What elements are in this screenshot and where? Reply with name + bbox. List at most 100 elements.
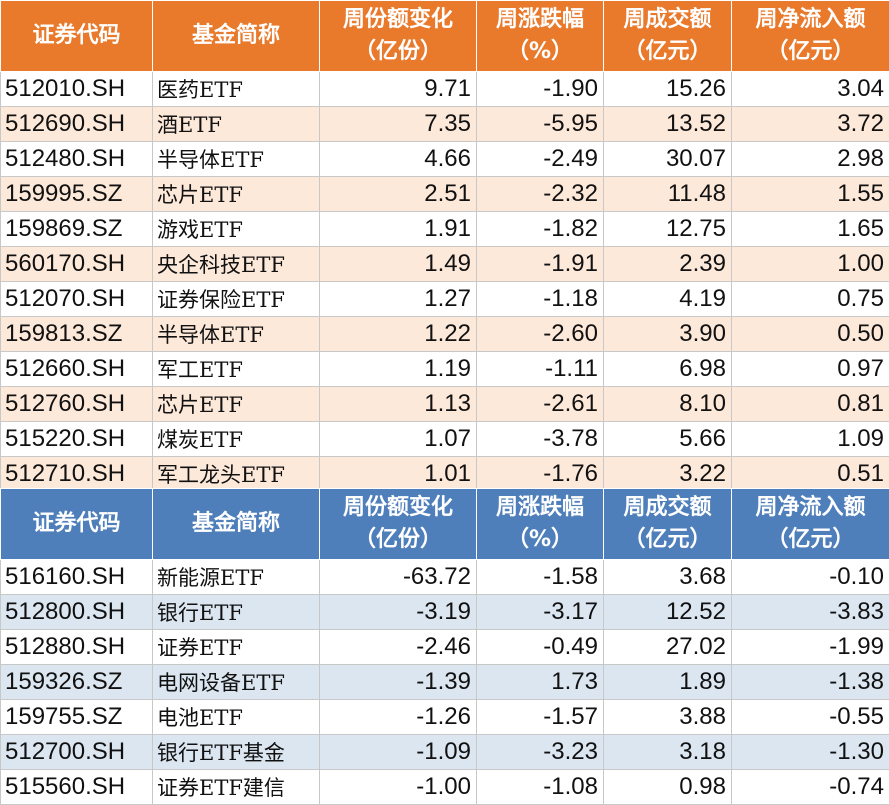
fund-name-cell: 电池ETF — [153, 700, 320, 735]
turnover-cell: 3.88 — [604, 700, 732, 735]
weekly-change-cell: -5.95 — [477, 107, 604, 142]
net-inflow-cell: -0.74 — [732, 770, 889, 805]
share-change-cell: -1.09 — [320, 735, 477, 770]
net-inflow-cell: 1.09 — [732, 422, 889, 457]
turnover-cell: 5.66 — [604, 422, 732, 457]
code-cell: 159326.SZ — [1, 665, 153, 700]
fund-name-cell: 芯片ETF — [153, 177, 320, 212]
net-inflow-cell: 3.04 — [732, 72, 889, 107]
code-cell: 512690.SH — [1, 107, 153, 142]
fund-name-cell: 央企科技ETF — [153, 247, 320, 282]
code-cell: 515560.SH — [1, 770, 153, 805]
header-weekly-change-line2: （%） — [479, 524, 601, 556]
code-cell: 512880.SH — [1, 630, 153, 665]
share-change-cell: 1.07 — [320, 422, 477, 457]
turnover-cell: 11.48 — [604, 177, 732, 212]
weekly-change-cell: -1.82 — [477, 212, 604, 247]
weekly-change-cell: -1.11 — [477, 352, 604, 387]
header-weekly-change-line2: （%） — [479, 36, 601, 68]
fund-name-cell: 新能源ETF — [153, 560, 320, 595]
share-change-cell: -1.26 — [320, 700, 477, 735]
share-change-cell: 1.91 — [320, 212, 477, 247]
code-cell: 159755.SZ — [1, 700, 153, 735]
net-inflow-cell: -0.10 — [732, 560, 889, 595]
net-inflow-cell: -1.99 — [732, 630, 889, 665]
net-inflow-cell: 1.65 — [732, 212, 889, 247]
share-change-cell: 4.66 — [320, 142, 477, 177]
fund-name-cell: 游戏ETF — [153, 212, 320, 247]
outflow-table: 证券代码 基金简称 周份额变化 （亿份） 周涨跌幅 （%） 周成交额 （亿元） … — [0, 488, 889, 805]
share-change-cell: -3.19 — [320, 595, 477, 630]
code-cell: 560170.SH — [1, 247, 153, 282]
weekly-change-cell: -1.90 — [477, 72, 604, 107]
net-inflow-cell: 0.51 — [732, 457, 889, 492]
weekly-change-cell: -2.61 — [477, 387, 604, 422]
turnover-cell: 0.98 — [604, 770, 732, 805]
header-weekly-change: 周涨跌幅 （%） — [477, 1, 604, 72]
weekly-change-cell: -3.23 — [477, 735, 604, 770]
net-inflow-cell: 0.97 — [732, 352, 889, 387]
net-inflow-cell: -0.55 — [732, 700, 889, 735]
share-change-cell: 1.19 — [320, 352, 477, 387]
code-cell: 159869.SZ — [1, 212, 153, 247]
fund-name-cell: 银行ETF基金 — [153, 735, 320, 770]
net-inflow-cell: -1.38 — [732, 665, 889, 700]
code-cell: 512480.SH — [1, 142, 153, 177]
header-name: 基金简称 — [153, 489, 320, 560]
net-inflow-cell: -3.83 — [732, 595, 889, 630]
header-share-change: 周份额变化 （亿份） — [320, 1, 477, 72]
code-cell: 512760.SH — [1, 387, 153, 422]
net-inflow-cell: 3.72 — [732, 107, 889, 142]
weekly-change-cell: -1.18 — [477, 282, 604, 317]
fund-name-cell: 半导体ETF — [153, 317, 320, 352]
header-turnover-line1: 周成交额 — [606, 4, 729, 36]
header-turnover-line1: 周成交额 — [606, 492, 729, 524]
code-cell: 512800.SH — [1, 595, 153, 630]
header-row: 证券代码 基金简称 周份额变化 （亿份） 周涨跌幅 （%） 周成交额 （亿元） … — [1, 489, 889, 560]
header-turnover-line2: （亿元） — [606, 524, 729, 556]
header-net-inflow-line2: （亿元） — [734, 36, 887, 68]
share-change-cell: 1.22 — [320, 317, 477, 352]
weekly-change-cell: -1.08 — [477, 770, 604, 805]
header-net-inflow-line1: 周净流入额 — [734, 492, 887, 524]
header-net-inflow: 周净流入额 （亿元） — [732, 489, 889, 560]
fund-name-cell: 煤炭ETF — [153, 422, 320, 457]
turnover-cell: 27.02 — [604, 630, 732, 665]
code-cell: 512070.SH — [1, 282, 153, 317]
code-cell: 515220.SH — [1, 422, 153, 457]
fund-name-cell: 证券保险ETF — [153, 282, 320, 317]
weekly-change-cell: -3.17 — [477, 595, 604, 630]
share-change-cell: 1.01 — [320, 457, 477, 492]
header-code: 证券代码 — [1, 1, 153, 72]
turnover-cell: 30.07 — [604, 142, 732, 177]
net-inflow-cell: 0.75 — [732, 282, 889, 317]
fund-name-cell: 电网设备ETF — [153, 665, 320, 700]
code-cell: 512010.SH — [1, 72, 153, 107]
fund-name-cell: 军工龙头ETF — [153, 457, 320, 492]
fund-name-cell: 医药ETF — [153, 72, 320, 107]
header-weekly-change: 周涨跌幅 （%） — [477, 489, 604, 560]
net-inflow-cell: 0.50 — [732, 317, 889, 352]
header-share-change-line2: （亿份） — [322, 36, 474, 68]
header-net-inflow-line1: 周净流入额 — [734, 4, 887, 36]
share-change-cell: -63.72 — [320, 560, 477, 595]
weekly-change-cell: -2.49 — [477, 142, 604, 177]
code-cell: 512710.SH — [1, 457, 153, 492]
fund-name-cell: 证券ETF — [153, 630, 320, 665]
fund-name-cell: 证券ETF建信 — [153, 770, 320, 805]
header-turnover-line2: （亿元） — [606, 36, 729, 68]
header-share-change: 周份额变化 （亿份） — [320, 489, 477, 560]
turnover-cell: 8.10 — [604, 387, 732, 422]
